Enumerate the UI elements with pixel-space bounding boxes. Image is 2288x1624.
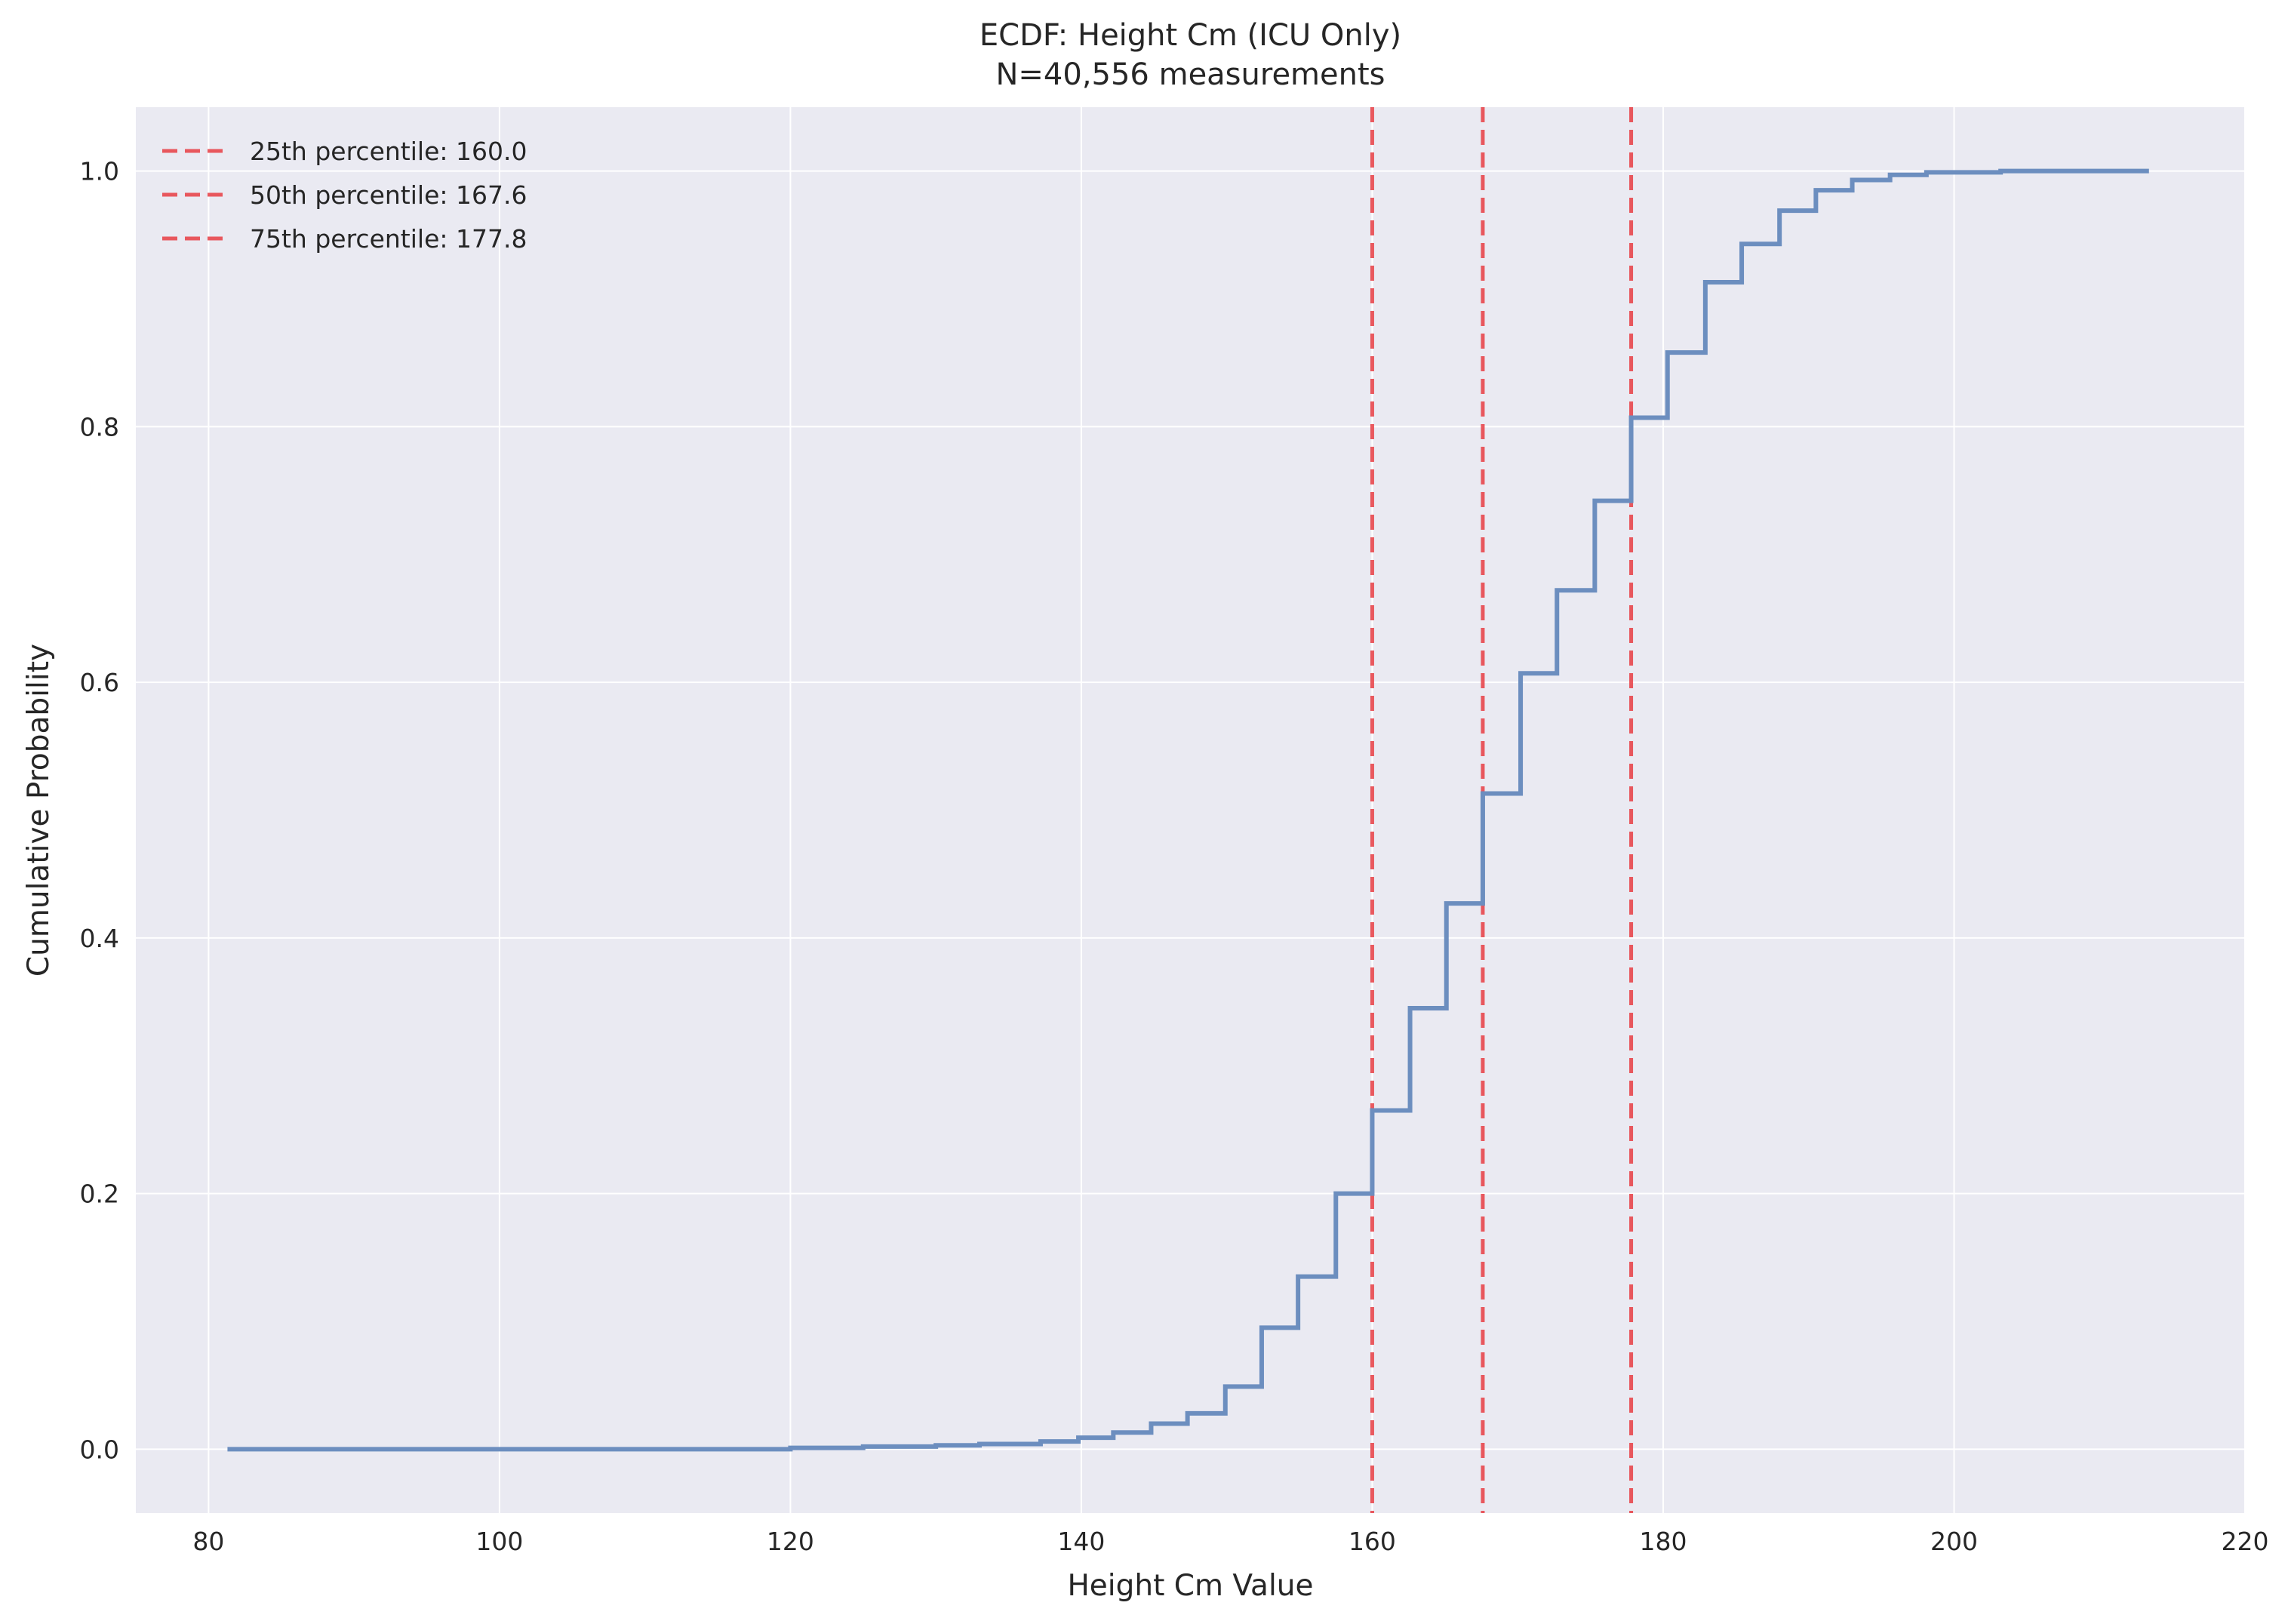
x-tick-label: 160 bbox=[1349, 1527, 1396, 1556]
chart-title: ECDF: Height Cm (ICU Only) bbox=[979, 18, 1401, 53]
axis-ticks: 80 100 120 140 160 180 200 220 0.0 0.2 0.4 0.6 0.8 1.… bbox=[80, 157, 2269, 1556]
x-axis-label: Height Cm Value bbox=[1067, 1569, 1313, 1603]
y-tick-label: 0.8 bbox=[80, 412, 119, 441]
x-tick-label: 80 bbox=[192, 1527, 224, 1556]
y-tick-label: 1.0 bbox=[80, 157, 119, 186]
y-tick-label: 0.6 bbox=[80, 668, 119, 697]
chart-subtitle: N=40,556 measurements bbox=[995, 57, 1385, 92]
x-tick-label: 100 bbox=[475, 1527, 523, 1556]
plot-background bbox=[136, 107, 2245, 1513]
x-tick-label: 140 bbox=[1057, 1527, 1105, 1556]
legend: 25th percentile: 160.0 50th percentile: 1… bbox=[162, 137, 527, 254]
x-tick-label: 120 bbox=[767, 1527, 814, 1556]
legend-label: 50th percentile: 167.6 bbox=[250, 180, 527, 210]
y-tick-label: 0.4 bbox=[80, 924, 119, 953]
ecdf-series bbox=[227, 168, 2149, 1452]
x-tick-label: 200 bbox=[1930, 1527, 1978, 1556]
x-tick-label: 220 bbox=[2222, 1527, 2269, 1556]
x-tick-label: 180 bbox=[1639, 1527, 1687, 1556]
ecdf-step-line bbox=[227, 168, 2149, 1452]
legend-label: 25th percentile: 160.0 bbox=[250, 137, 527, 166]
legend-label: 75th percentile: 177.8 bbox=[250, 224, 527, 254]
y-tick-label: 0.2 bbox=[80, 1180, 119, 1209]
y-tick-label: 0.0 bbox=[80, 1435, 119, 1464]
y-axis-label: Cumulative Probability bbox=[22, 644, 56, 977]
